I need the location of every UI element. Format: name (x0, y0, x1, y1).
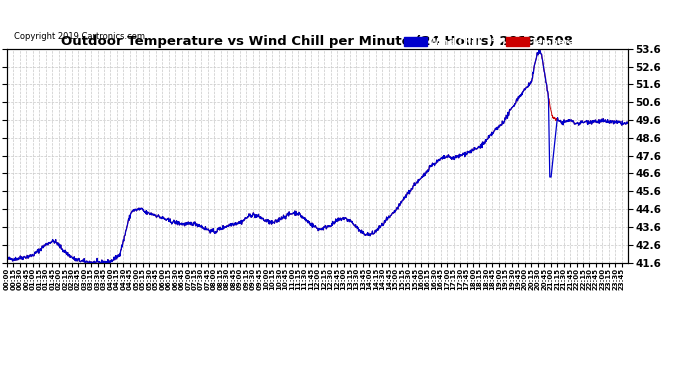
Legend: Wind Chill  (°F), Temperature  (°F): Wind Chill (°F), Temperature (°F) (402, 35, 623, 48)
Text: Copyright 2019 Cartronics.com: Copyright 2019 Cartronics.com (14, 32, 145, 41)
Title: Outdoor Temperature vs Wind Chill per Minute (24 Hours) 20190508: Outdoor Temperature vs Wind Chill per Mi… (61, 34, 573, 48)
